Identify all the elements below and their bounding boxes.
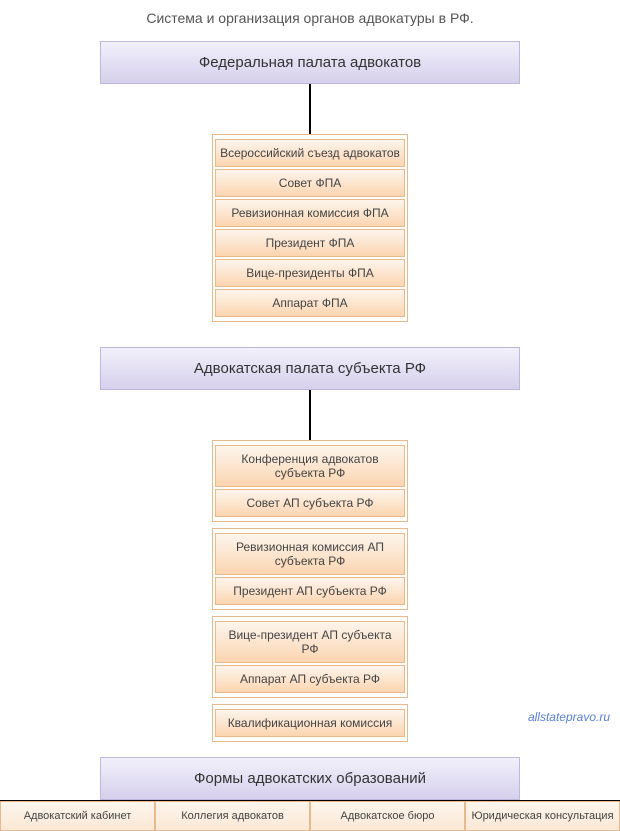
form-item: Адвокатское бюро [310,801,465,831]
federal-item: Аппарат ФПА [215,289,405,317]
subject-chamber-header: Адвокатская палата субъекта РФ [100,347,520,390]
subject-items-group4: Квалификационная комиссия [212,704,408,742]
subject-item: Ревизионная комиссия АП субъекта РФ [215,533,405,575]
federal-item: Президент ФПА [215,229,405,257]
form-item: Коллегия адвокатов [155,801,310,831]
form-item: Юридическая консультация [465,801,620,831]
forms-row: Адвокатский кабинет Коллегия адвокатов А… [0,801,620,831]
subject-items-group1: Конференция адвокатов субъекта РФ Совет … [212,440,408,522]
connector-line [309,390,311,440]
subject-item: Совет АП субъекта РФ [215,489,405,517]
federal-item: Совет ФПА [215,169,405,197]
federal-items-group: Всероссийский съезд адвокатов Совет ФПА … [212,134,408,322]
connector-line [309,84,311,134]
subject-item: Аппарат АП субъекта РФ [215,665,405,693]
subject-item: Квалификационная комиссия [215,709,405,737]
form-item: Адвокатский кабинет [0,801,155,831]
subject-item: Конференция адвокатов субъекта РФ [215,445,405,487]
federal-item: Всероссийский съезд адвокатов [215,139,405,167]
page-title: Система и организация органов адвокатуры… [0,0,620,41]
subject-item: Президент АП субъекта РФ [215,577,405,605]
subject-item: Вице-президент АП субъекта РФ [215,621,405,663]
federal-chamber-header: Федеральная палата адвокатов [100,41,520,84]
forms-header: Формы адвокатских образований [100,757,520,800]
subject-items-group3: Вице-президент АП субъекта РФ Аппарат АП… [212,616,408,698]
watermark: allstatepravo.ru [528,710,610,724]
subject-items-group2: Ревизионная комиссия АП субъекта РФ През… [212,528,408,610]
federal-item: Ревизионная комиссия ФПА [215,199,405,227]
federal-item: Вице-президенты ФПА [215,259,405,287]
